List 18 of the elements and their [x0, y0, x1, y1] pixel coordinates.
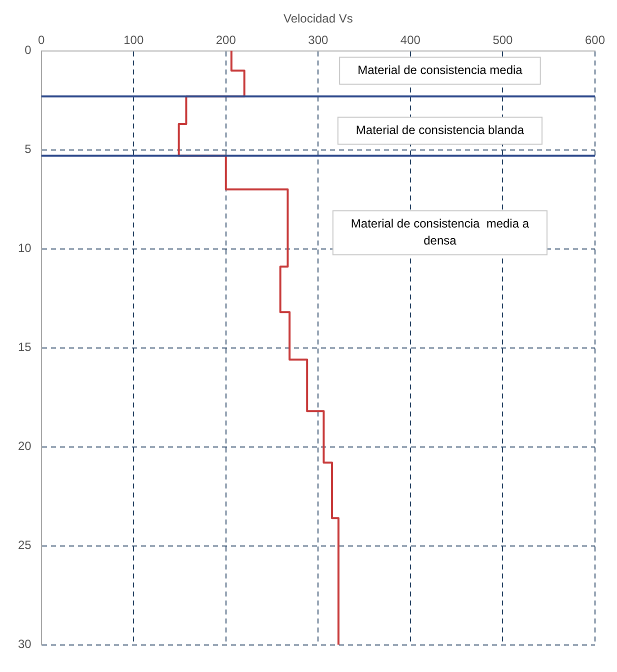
- x-tick-label: 200: [216, 32, 236, 47]
- annotation: Material de consistencia media a densa: [350, 216, 530, 248]
- x-tick-label: 300: [308, 32, 328, 47]
- y-tick-label: 25: [18, 538, 32, 552]
- y-tick-label: 15: [18, 340, 32, 354]
- x-axis-title: Velocidad Vs: [283, 12, 353, 26]
- x-tick-label: 400: [400, 32, 421, 47]
- y-tick-label: 10: [18, 241, 32, 256]
- x-tick-label: 600: [584, 32, 606, 47]
- annotation: Material de consistencia blanda: [356, 123, 524, 138]
- y-tick-label: 5: [24, 142, 32, 156]
- y-tick-label: 20: [18, 439, 32, 454]
- x-tick-label: 100: [124, 32, 144, 47]
- annotation: Material de consistencia media: [358, 63, 523, 78]
- y-tick-label: 0: [24, 43, 32, 58]
- x-tick-label: 0: [38, 32, 46, 47]
- y-tick-label: 30: [18, 637, 32, 652]
- x-tick-label: 500: [492, 32, 514, 47]
